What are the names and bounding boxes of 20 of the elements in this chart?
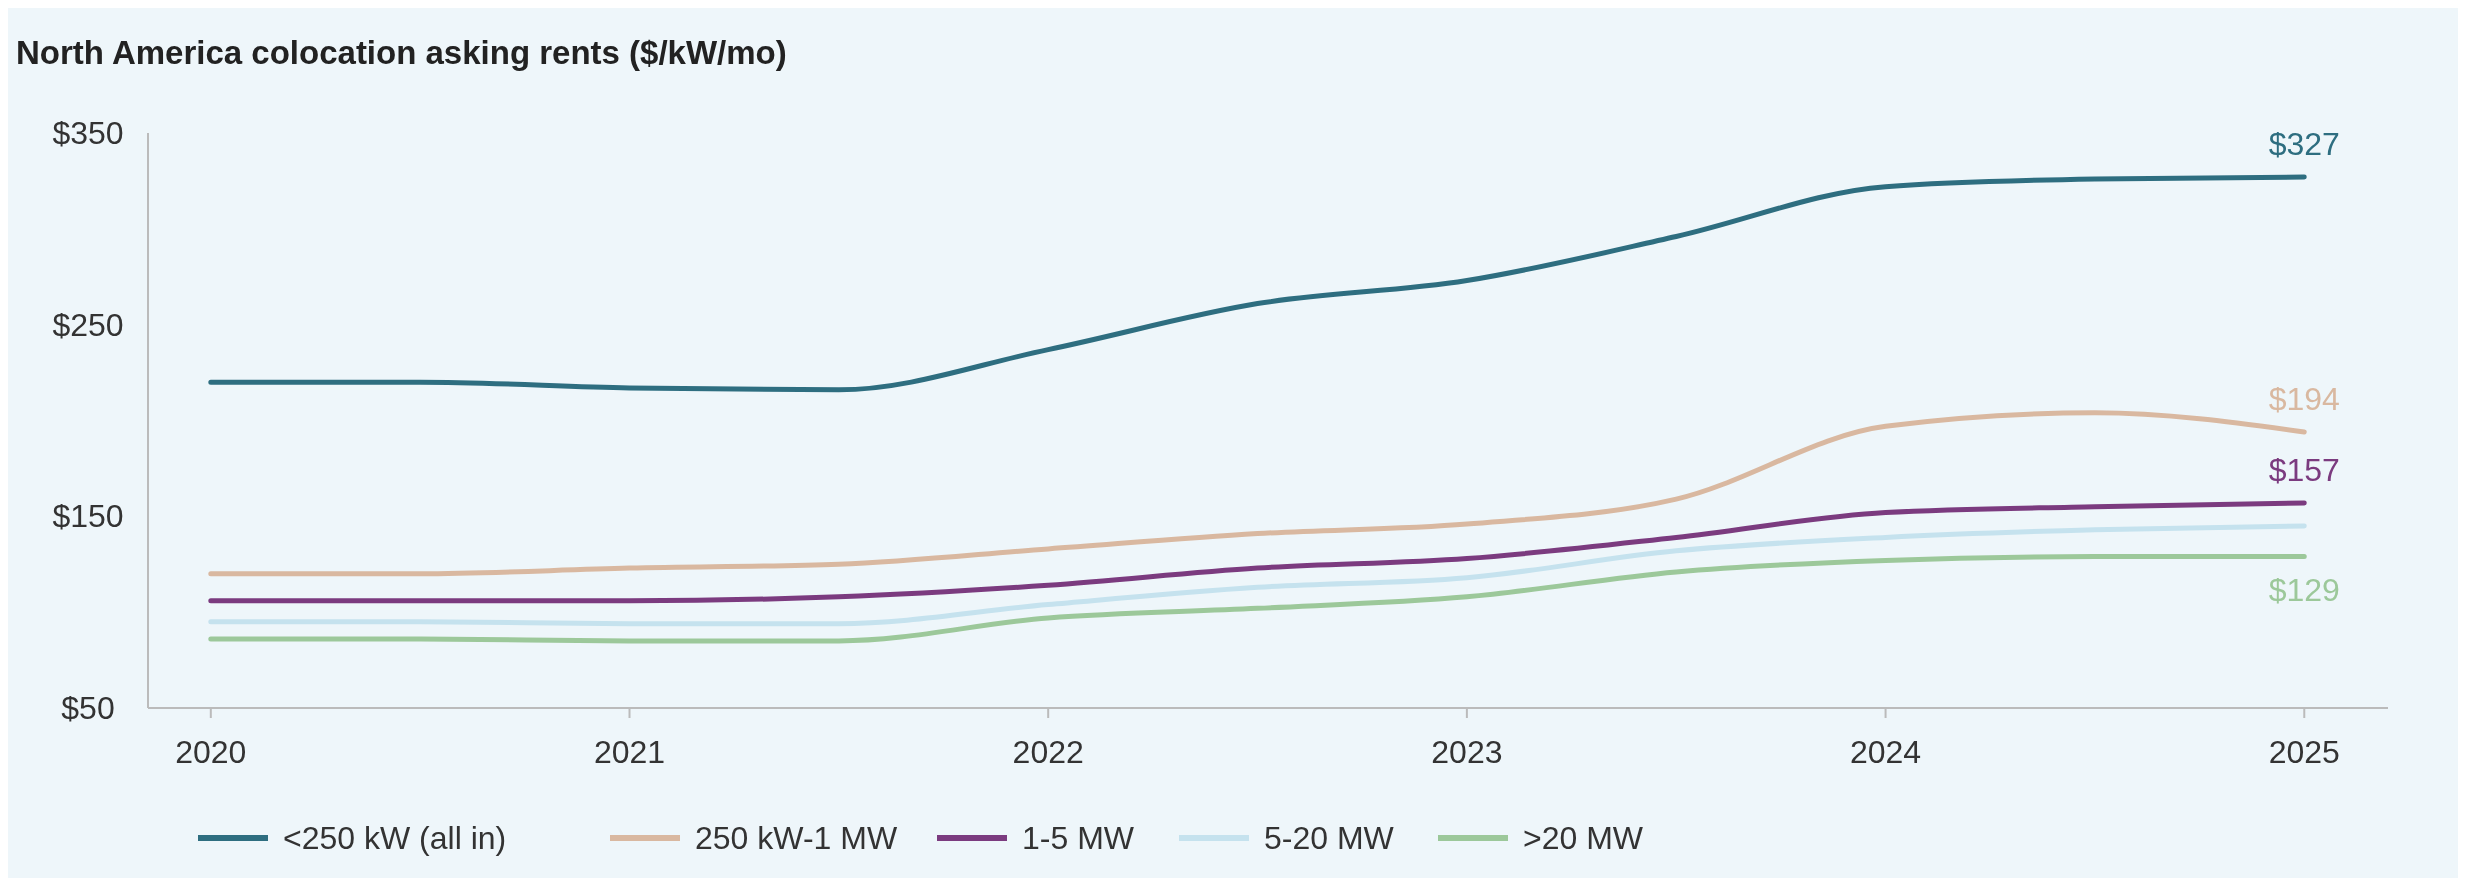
x-tick-label: 2022 xyxy=(1012,734,1084,770)
x-tick-label: 2024 xyxy=(1849,734,1922,770)
data-label: $129 xyxy=(2268,571,2340,608)
x-tick-label: 2020 xyxy=(175,734,247,770)
legend-label: >20 MW xyxy=(1523,820,1644,856)
y-tick-label: $150 xyxy=(52,498,124,535)
y-tick-label: $50 xyxy=(61,690,115,726)
legend-label: <250 kW (all in) xyxy=(283,820,507,856)
legend-label: 5-20 MW xyxy=(1264,820,1395,856)
legend-label: 1-5 MW xyxy=(1022,820,1135,856)
data-label: $327 xyxy=(2268,126,2340,163)
x-tick-label: 2025 xyxy=(2268,734,2340,770)
y-tick-label: $350 xyxy=(52,115,124,151)
x-tick-label: 2023 xyxy=(1431,734,1503,770)
data-label: $157 xyxy=(2268,451,2340,488)
data-label: $194 xyxy=(2268,381,2340,417)
legend-label: 250 kW-1 MW xyxy=(695,820,898,856)
chart-title: North America colocation asking rents ($/kW/mo) xyxy=(16,34,787,71)
x-tick-label: 2021 xyxy=(593,734,666,770)
y-tick-label: $250 xyxy=(52,306,124,343)
